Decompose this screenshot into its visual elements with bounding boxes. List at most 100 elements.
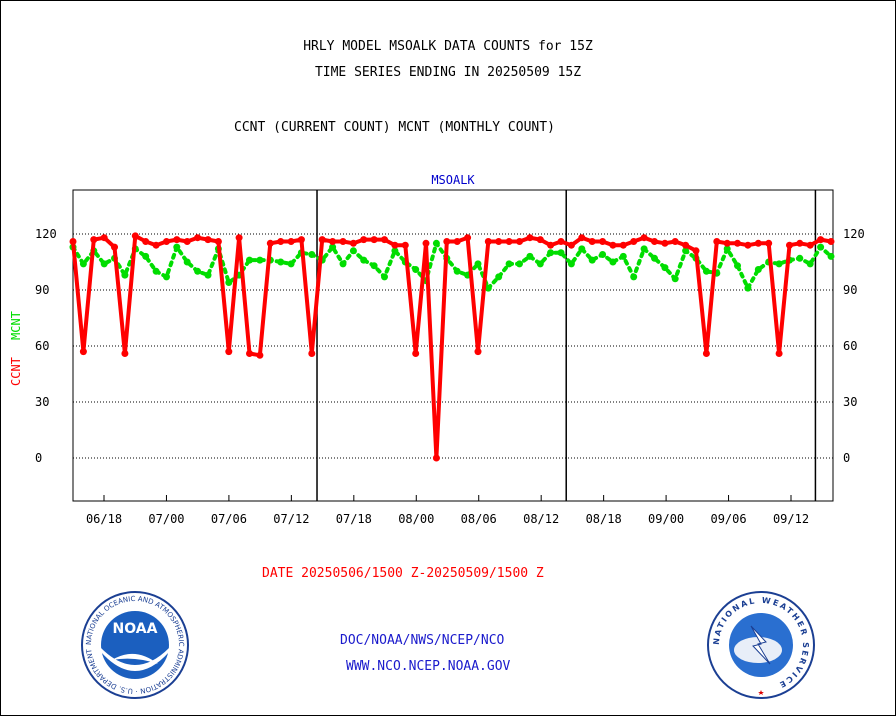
data-point-ccnt bbox=[391, 241, 399, 249]
data-point-mcnt bbox=[329, 243, 337, 251]
data-point-mcnt bbox=[567, 260, 575, 268]
data-point-mcnt bbox=[225, 279, 233, 286]
y-tick-label-right: 60 bbox=[843, 339, 857, 353]
data-point-mcnt bbox=[526, 252, 534, 260]
data-point-ccnt bbox=[246, 350, 253, 357]
footer-link-nco-website[interactable]: WWW.NCO.NCEP.NOAA.GOV bbox=[346, 659, 511, 674]
x-tick-label: 09/06 bbox=[710, 512, 746, 526]
data-point-ccnt bbox=[557, 238, 565, 245]
data-point-mcnt bbox=[183, 258, 191, 266]
data-point-ccnt bbox=[796, 239, 804, 247]
data-point-ccnt bbox=[308, 350, 316, 357]
y-tick-label-left: 120 bbox=[35, 227, 57, 241]
data-point-ccnt bbox=[474, 348, 482, 356]
y-axis-label-ccnt: CCNT bbox=[9, 357, 23, 386]
data-point-mcnt bbox=[194, 267, 202, 275]
data-point-ccnt bbox=[651, 238, 658, 245]
data-point-ccnt bbox=[297, 236, 305, 244]
data-point-ccnt bbox=[827, 238, 835, 245]
data-point-ccnt bbox=[432, 454, 440, 462]
data-point-ccnt bbox=[765, 239, 773, 247]
data-point-ccnt bbox=[401, 241, 409, 249]
data-point-ccnt bbox=[754, 239, 762, 247]
x-tick-label: 07/18 bbox=[336, 512, 372, 526]
data-point-ccnt bbox=[163, 238, 170, 245]
data-point-mcnt bbox=[349, 247, 357, 255]
footer-link-doc-noaa[interactable]: DOC/NOAA/NWS/NCEP/NCO bbox=[340, 633, 505, 648]
data-point-ccnt bbox=[225, 348, 233, 356]
data-point-ccnt bbox=[682, 241, 690, 249]
data-point-mcnt bbox=[256, 256, 264, 264]
data-point-ccnt bbox=[671, 238, 679, 245]
y-tick-label-left: 90 bbox=[35, 283, 49, 297]
x-tick-label: 08/18 bbox=[586, 512, 622, 526]
data-point-ccnt bbox=[661, 239, 669, 247]
data-point-mcnt bbox=[723, 245, 731, 253]
data-point-mcnt bbox=[152, 267, 160, 275]
data-point-mcnt bbox=[775, 260, 783, 268]
data-point-ccnt bbox=[567, 241, 575, 249]
data-point-ccnt bbox=[495, 238, 503, 245]
data-point-mcnt bbox=[495, 273, 503, 281]
data-point-mcnt bbox=[661, 264, 669, 272]
data-point-ccnt bbox=[131, 232, 139, 240]
x-tick-label: 08/00 bbox=[398, 512, 434, 526]
y-tick-label-right: 90 bbox=[843, 283, 857, 297]
x-tick-label: 08/06 bbox=[461, 512, 497, 526]
data-point-ccnt bbox=[775, 350, 783, 357]
nws-logo-icon: NATIONAL WEATHER SERVICE bbox=[707, 591, 815, 699]
data-point-ccnt bbox=[194, 234, 202, 242]
data-point-ccnt bbox=[713, 238, 721, 245]
data-point-mcnt bbox=[547, 249, 555, 257]
data-point-mcnt bbox=[381, 273, 388, 281]
x-tick-label: 07/06 bbox=[211, 512, 247, 526]
x-tick-label: 07/00 bbox=[148, 512, 184, 526]
data-point-mcnt bbox=[702, 267, 710, 275]
y-tick-label-left: 60 bbox=[35, 339, 49, 353]
data-point-mcnt bbox=[391, 247, 399, 255]
data-point-ccnt bbox=[806, 241, 814, 249]
data-point-ccnt bbox=[349, 239, 357, 247]
data-point-ccnt bbox=[100, 234, 108, 242]
data-point-ccnt bbox=[256, 351, 264, 359]
data-point-mcnt bbox=[277, 258, 285, 266]
y-tick-label-left: 30 bbox=[35, 395, 49, 409]
data-point-ccnt bbox=[183, 238, 191, 245]
data-point-ccnt bbox=[318, 236, 326, 244]
data-point-ccnt bbox=[90, 236, 98, 244]
data-point-ccnt bbox=[422, 239, 430, 247]
data-point-mcnt bbox=[516, 260, 523, 268]
data-point-ccnt bbox=[547, 241, 555, 249]
data-point-mcnt bbox=[806, 260, 814, 268]
data-point-mcnt bbox=[671, 275, 679, 283]
data-point-ccnt bbox=[360, 236, 368, 244]
data-point-ccnt bbox=[142, 238, 150, 245]
x-tick-label: 07/12 bbox=[273, 512, 309, 526]
data-point-mcnt bbox=[100, 260, 108, 268]
y-tick-label-left: 0 bbox=[35, 451, 42, 465]
data-point-ccnt bbox=[817, 236, 825, 244]
data-point-mcnt bbox=[536, 260, 544, 268]
data-point-mcnt bbox=[651, 254, 658, 262]
data-point-mcnt bbox=[682, 247, 690, 255]
data-point-ccnt bbox=[484, 238, 492, 245]
data-point-ccnt bbox=[173, 236, 181, 244]
data-point-ccnt bbox=[599, 238, 607, 245]
series-line-ccnt bbox=[71, 233, 832, 460]
data-point-mcnt bbox=[246, 256, 253, 264]
data-point-ccnt bbox=[287, 238, 295, 245]
x-tick-label: 09/12 bbox=[773, 512, 809, 526]
data-point-ccnt bbox=[443, 238, 451, 245]
data-point-ccnt bbox=[121, 350, 129, 357]
data-point-mcnt bbox=[360, 256, 368, 264]
data-point-ccnt bbox=[370, 236, 378, 244]
data-point-ccnt bbox=[412, 350, 420, 357]
data-point-ccnt bbox=[744, 241, 752, 249]
chart-subtitle: TIME SERIES ENDING IN 20250509 15Z bbox=[314, 65, 582, 80]
data-point-mcnt bbox=[173, 243, 181, 251]
data-point-mcnt bbox=[599, 251, 607, 258]
y-tick-label-right: 120 bbox=[843, 227, 865, 241]
panel-title: MSOALK bbox=[431, 173, 475, 187]
data-point-mcnt bbox=[505, 260, 513, 268]
